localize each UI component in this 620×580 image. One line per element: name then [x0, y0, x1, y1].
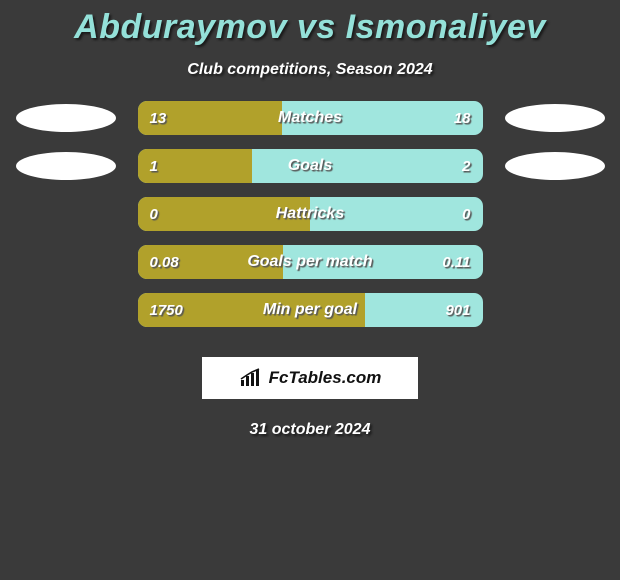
stat-row: 12Goals [0, 149, 620, 183]
stat-label: Min per goal [138, 293, 483, 327]
player-bubble-left [16, 152, 116, 180]
stat-bar: 00Hattricks [138, 197, 483, 231]
stat-row: 0.080.11Goals per match [0, 245, 620, 279]
brand-text: FcTables.com [269, 368, 382, 388]
infographic-date: 31 october 2024 [0, 421, 620, 439]
stat-rows: 1318Matches 12Goals 00Hattricks 0.080.11Goa… [0, 101, 620, 327]
comparison-subtitle: Club competitions, Season 2024 [0, 61, 620, 79]
stat-row: 1750901Min per goal [0, 293, 620, 327]
player-bubble-right [505, 152, 605, 180]
stat-label: Goals [138, 149, 483, 183]
stat-bar: 1318Matches [138, 101, 483, 135]
stat-row: 00Hattricks [0, 197, 620, 231]
bar-chart-icon [239, 368, 265, 388]
stat-bar: 12Goals [138, 149, 483, 183]
player-bubble-left [16, 104, 116, 132]
infographic-container: Abduraymov vs Ismonaliyev Club competiti… [0, 0, 620, 439]
brand-badge: FcTables.com [202, 357, 418, 399]
stat-row: 1318Matches [0, 101, 620, 135]
stat-label: Matches [138, 101, 483, 135]
comparison-title: Abduraymov vs Ismonaliyev [0, 8, 620, 47]
player-bubble-right [505, 104, 605, 132]
stat-label: Goals per match [138, 245, 483, 279]
stat-bar: 0.080.11Goals per match [138, 245, 483, 279]
stat-label: Hattricks [138, 197, 483, 231]
stat-bar: 1750901Min per goal [138, 293, 483, 327]
